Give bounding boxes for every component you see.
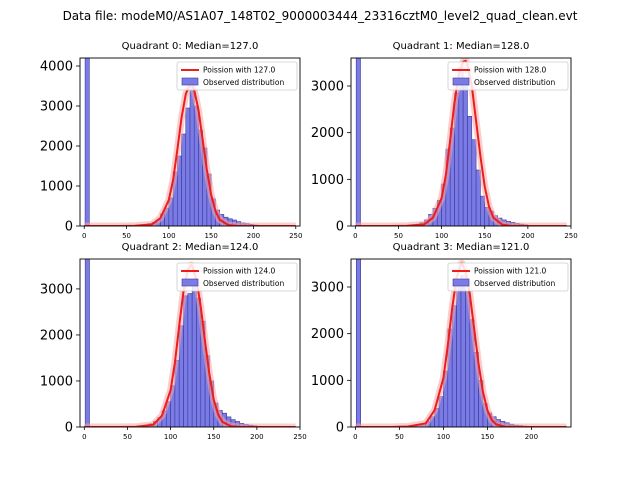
quadrant-0-ytick-label: 0 [65, 220, 73, 235]
quadrant-2-hist-bar [183, 295, 189, 427]
quadrant-2-xtick-label: 0 [82, 433, 86, 441]
quadrant-3-legend-observed-label: Observed distribution [474, 279, 555, 288]
quadrant-3-xtick-label: 200 [525, 433, 538, 441]
quadrant-3-hist-bar [456, 282, 462, 427]
quadrant-1-legend-poisson-label: Poission with 128.0 [474, 66, 547, 75]
quadrant-3-legend-bar-swatch [452, 278, 470, 287]
quadrant-2-ytick-label: 2000 [40, 328, 73, 343]
quadrant-2-xtick-label: 250 [293, 433, 306, 441]
quadrant-3-ytick-label: 0 [336, 421, 344, 436]
quadrant-3-axes-frame [350, 258, 572, 428]
quadrant-0-xtick-label: 0 [82, 232, 86, 240]
quadrant-2-spike-bar [84, 259, 90, 427]
quadrant-2-legend-poisson-label: Poission with 124.0 [203, 267, 276, 276]
quadrant-1-ytick-label: 2000 [311, 126, 344, 141]
quadrant-2-xtick-label: 50 [123, 433, 132, 441]
quadrant-2-hist-bar [187, 293, 193, 427]
quadrant-1-hist-bar [462, 81, 468, 226]
quadrant-2-panel: Quadrant 2: Median=124.0 0 1000 2000 3000 0 50… [40, 242, 307, 441]
quadrant-3-ytick-label: 1000 [311, 374, 344, 389]
quadrant-0-xtick-label: 100 [162, 232, 175, 240]
quadrant-1-legend-observed-label: Observed distribution [474, 78, 555, 87]
quadrant-1-xtick-label: 150 [478, 232, 491, 240]
quadrant-0-hist-bar [189, 85, 195, 226]
quadrant-0-hist-bar [185, 107, 191, 226]
quadrant-1-legend-bar-swatch [452, 77, 470, 86]
quadrant-3-xtick-label: 0 [353, 433, 357, 441]
quadrant-3-title: Quadrant 3: Median=121.0 [393, 242, 530, 253]
quadrant-1-legend-box [447, 61, 569, 91]
quadrant-3-xtick-label: 100 [437, 433, 450, 441]
quadrant-1-plot-area [355, 58, 567, 226]
figure-suptitle: Data file: modeM0/AS1A07_148T02_90000034… [63, 9, 578, 23]
quadrant-1-poisson-line [355, 59, 567, 226]
quadrant-3-hist-bar [460, 275, 466, 427]
quadrant-0-legend-box [176, 61, 298, 91]
quadrant-1-axes-frame [350, 57, 572, 227]
quadrant-0-axes-frame [79, 57, 301, 227]
quadrant-0-ytick-label: 2000 [40, 140, 73, 155]
quadrant-0-ytick-label: 1000 [40, 180, 73, 195]
quadrant-0-xtick-label: 50 [122, 232, 131, 240]
quadrant-1-ytick-label: 0 [336, 220, 344, 235]
quadrant-2-ytick-label: 0 [65, 421, 73, 436]
quadrant-0-xtick-label: 150 [204, 232, 217, 240]
quadrant-1-title: Quadrant 1: Median=128.0 [393, 41, 530, 52]
quadrant-1-panel: Quadrant 1: Median=128.0 0 1000 2000 3000 0 50… [311, 41, 578, 240]
quadrant-2-legend-box [176, 262, 298, 292]
quadrant-2-axes-frame [79, 258, 301, 428]
quadrant-2-legend-observed-label: Observed distribution [203, 279, 284, 288]
quadrant-1-hist-bar [467, 116, 473, 226]
quadrant-1-xtick-label: 200 [521, 232, 534, 240]
quadrant-0-title: Quadrant 0: Median=127.0 [122, 41, 259, 52]
quadrant-2-ytick-label: 1000 [40, 374, 73, 389]
quadrant-1-ytick-label: 1000 [311, 173, 344, 188]
quadrant-0-xtick-label: 250 [289, 232, 302, 240]
quadrant-2-title: Quadrant 2: Median=124.0 [122, 242, 259, 253]
quadrant-1-xtick-label: 0 [353, 232, 357, 240]
quadrant-1-xtick-label: 250 [564, 232, 577, 240]
quadrant-0-ytick-label: 3000 [40, 100, 73, 115]
quadrant-0-ytick-label: 4000 [40, 60, 73, 75]
quadrant-3-ytick-label: 3000 [311, 281, 344, 296]
quadrant-2-xtick-label: 150 [207, 433, 220, 441]
quadrant-3-panel: Quadrant 3: Median=121.0 0 1000 2000 3000 0 50… [311, 242, 572, 441]
quadrant-1-hist-bar [475, 169, 481, 226]
quadrant-0-xtick-label: 200 [247, 232, 260, 240]
quadrant-2-hist-bar [191, 286, 197, 427]
quadrant-0-hist-bar [181, 133, 187, 226]
quadrant-3-ytick-label: 2000 [311, 327, 344, 342]
quadrant-2-ytick-label: 3000 [40, 282, 73, 297]
quadrant-2-xtick-label: 200 [250, 433, 263, 441]
quadrant-1-xtick-label: 100 [435, 232, 448, 240]
quadrant-3-spike-bar [355, 259, 361, 427]
quadrant-0-panel: Quadrant 0: Median=127.00100020003000400… [40, 41, 303, 240]
quadrant-3-xtick-label: 150 [481, 433, 494, 441]
quadrant-3-legend-poisson-label: Poission with 121.0 [474, 267, 547, 276]
quadrant-1-xtick-label: 50 [394, 232, 403, 240]
quadrant-2-legend-bar-swatch [181, 278, 199, 287]
quadrant-0-spike-bar [84, 58, 90, 226]
quadrant-0-legend-observed-label: Observed distribution [203, 78, 284, 87]
quadrant-1-spike-bar [355, 58, 361, 226]
quadrant-2-xtick-label: 100 [164, 433, 177, 441]
quadrant-1-ytick-label: 3000 [311, 80, 344, 95]
quadrant-0-legend-poisson-label: Poission with 127.0 [203, 66, 276, 75]
quadrant-0-legend-bar-swatch [181, 77, 199, 86]
quadrant-3-legend-box [447, 262, 569, 292]
quadrant-1-hist-bar [480, 195, 486, 226]
quadrant-1-hist-bar [471, 139, 477, 226]
quadrant-3-xtick-label: 50 [395, 433, 404, 441]
